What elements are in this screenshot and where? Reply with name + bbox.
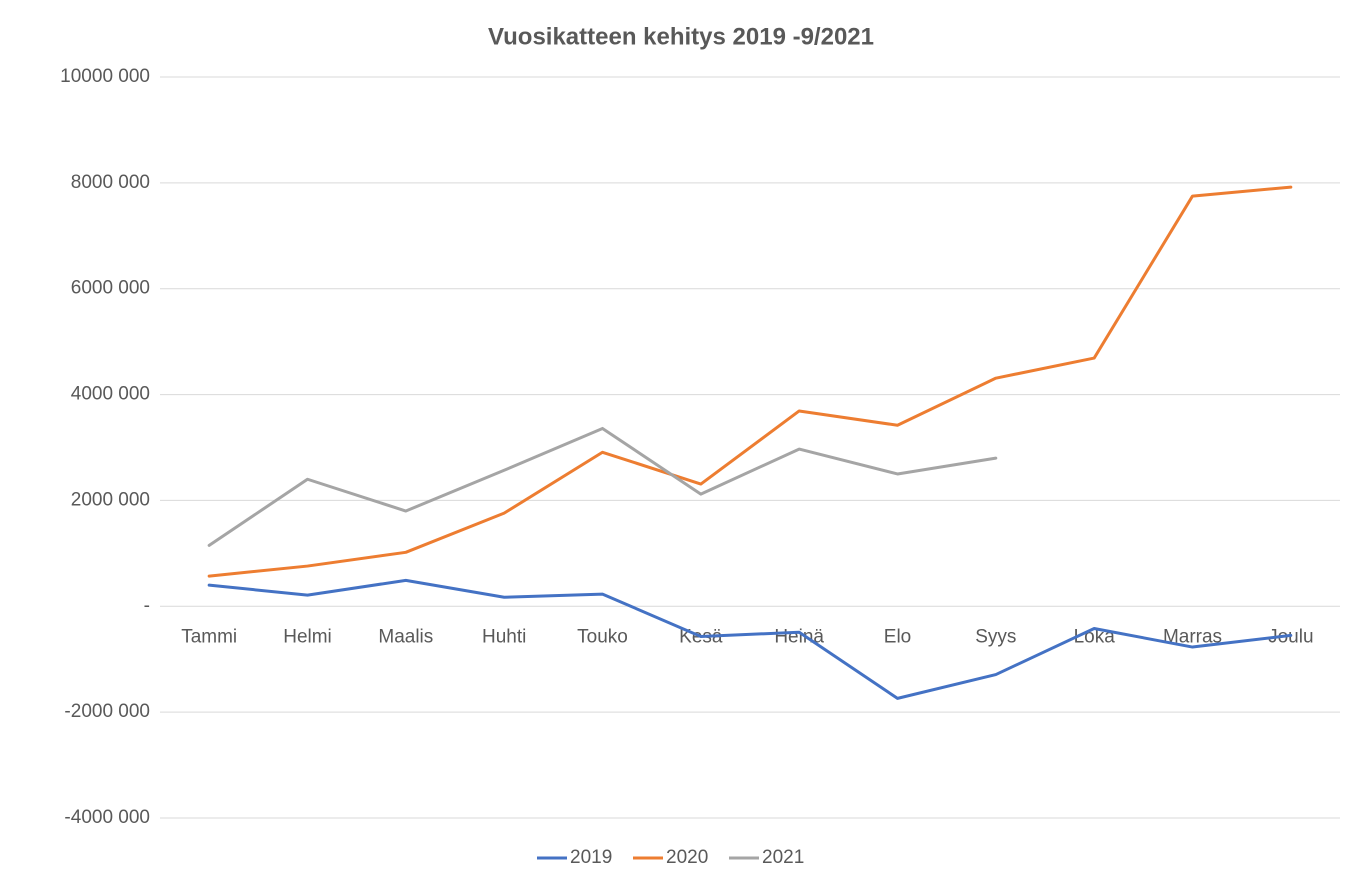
legend-label: 2021 bbox=[762, 847, 804, 868]
series-line bbox=[207, 426, 998, 547]
chart-title: Vuosikatteen kehitys 2019 -9/2021 bbox=[488, 23, 874, 50]
y-tick-label: -2000 000 bbox=[64, 701, 150, 722]
series-line bbox=[207, 578, 1293, 700]
x-tick-label: Maalis bbox=[378, 626, 433, 647]
y-tick-label: 6000 000 bbox=[71, 278, 150, 299]
y-tick-label: 8000 000 bbox=[71, 172, 150, 193]
y-tick-label: 2000 000 bbox=[71, 489, 150, 510]
y-tick-label: 4000 000 bbox=[71, 384, 150, 405]
x-tick-label: Touko bbox=[577, 626, 628, 647]
y-tick-label: 10000 000 bbox=[60, 66, 150, 87]
y-tick-label: - bbox=[144, 595, 150, 616]
y-tick-label: -4000 000 bbox=[64, 807, 150, 828]
x-tick-label: Helmi bbox=[283, 626, 332, 647]
x-tick-label: Marras bbox=[1163, 626, 1222, 647]
x-tick-label: Huhti bbox=[482, 626, 526, 647]
legend-label: 2019 bbox=[570, 847, 612, 868]
x-tick-label: Tammi bbox=[181, 626, 237, 647]
legend-label: 2020 bbox=[666, 847, 708, 868]
x-tick-label: Elo bbox=[884, 626, 911, 647]
series-line bbox=[207, 185, 1293, 578]
x-tick-label: Syys bbox=[975, 626, 1016, 647]
